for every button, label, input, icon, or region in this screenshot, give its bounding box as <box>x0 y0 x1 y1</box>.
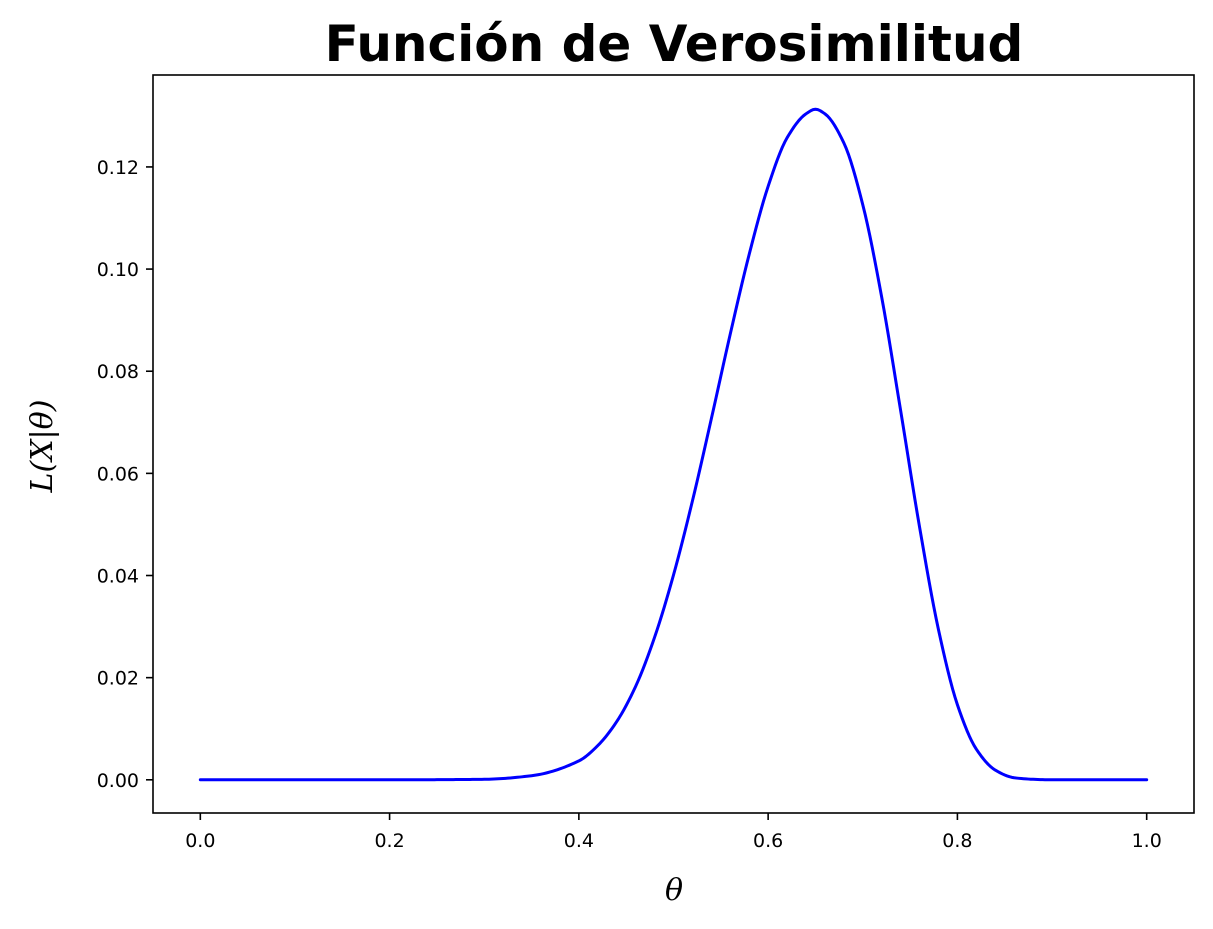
y-tick-label: 0.06 <box>97 463 139 485</box>
y-axis-label: L(X|θ) <box>25 400 60 494</box>
y-tick-label: 0.10 <box>97 259 139 281</box>
y-tick-label: 0.12 <box>97 157 139 179</box>
y-tick-label: 0.04 <box>97 566 139 588</box>
chart-title: Función de Verosimilitud <box>325 15 1024 73</box>
series-line-0 <box>198 107 1149 782</box>
x-tick-label: 0.2 <box>374 830 404 852</box>
x-tick-label: 1.0 <box>1132 830 1162 852</box>
plot-frame <box>152 74 1195 814</box>
y-axis: 0.00 0.02 0.04 0.06 0.08 0.10 0.12 <box>97 157 153 792</box>
x-tick-label: 0.6 <box>753 830 783 852</box>
y-tick-label: 0.00 <box>97 770 139 792</box>
y-tick-label: 0.02 <box>97 668 139 690</box>
x-tick-label: 0.0 <box>185 830 215 852</box>
x-axis: 0.0 0.2 0.4 0.6 0.8 1.0 <box>185 813 1162 852</box>
x-tick-label: 0.4 <box>564 830 594 852</box>
y-tick-label: 0.08 <box>97 361 139 383</box>
plot-area <box>198 107 1149 782</box>
x-tick-label: 0.8 <box>942 830 972 852</box>
x-axis-label: θ <box>665 873 683 908</box>
